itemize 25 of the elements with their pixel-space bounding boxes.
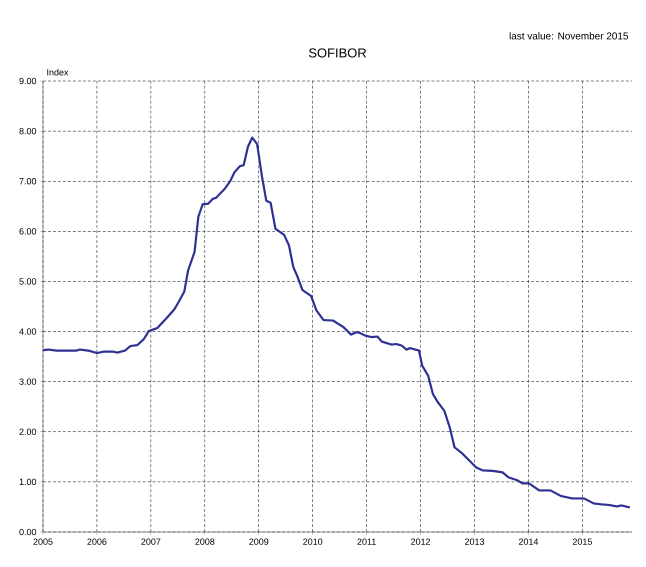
y-axis-title: Index <box>47 68 68 76</box>
text: last value: November 2015 <box>510 32 628 40</box>
chart-title: SOFIBOR <box>308 48 366 58</box>
y-tick-label: 5.00 <box>19 278 36 285</box>
x-tick-label: 2006 <box>87 538 107 545</box>
y-tick-label: 6.00 <box>19 228 36 235</box>
y-tick-label: 1.00 <box>20 478 36 486</box>
y-tick-label: 9.00 <box>19 78 36 84</box>
x-tick-label: 2007 <box>141 538 160 545</box>
x-tick-label: 2008 <box>195 538 214 545</box>
x-tick-label: 2009 <box>249 538 268 545</box>
y-tick-label: 7.00 <box>19 178 36 184</box>
line-series <box>42 136 631 509</box>
x-tick-label: 2012 <box>411 538 430 545</box>
y-tick-label: 3.00 <box>19 378 36 385</box>
y-tick-label: 8.00 <box>19 128 36 134</box>
x-tick-label: 2014 <box>518 538 538 545</box>
y-tick-label: 0.00 <box>19 528 36 536</box>
x-tick-label: 2005 <box>33 538 53 545</box>
x-tick-label: 2011 <box>357 538 376 545</box>
x-tick-label: 2013 <box>464 538 484 545</box>
y-tick-label: 4.00 <box>19 328 36 335</box>
y-tick-label: 2.00 <box>19 428 36 435</box>
x-tick-label: 2015 <box>572 538 592 545</box>
x-tick-label: 2010 <box>303 538 322 545</box>
